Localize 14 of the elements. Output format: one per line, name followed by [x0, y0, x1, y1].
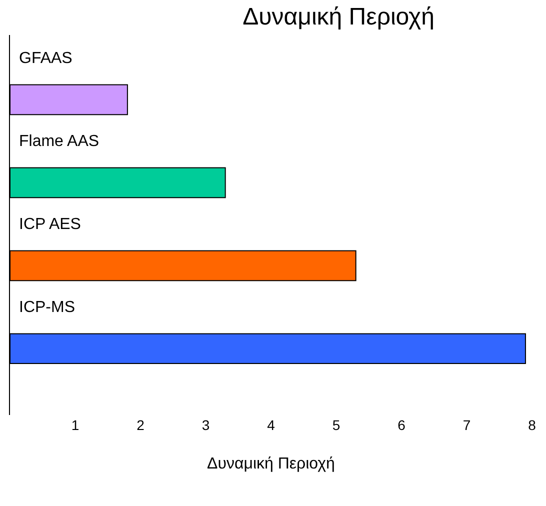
x-axis-title: Δυναμική Περιοχή — [207, 456, 335, 473]
x-tick-label: 1 — [71, 417, 80, 433]
x-tick-label: 6 — [398, 417, 406, 433]
x-tick-label: 4 — [267, 417, 276, 433]
chart-title: Δυναμική Περιοχή — [242, 3, 434, 30]
y-tick-label: ICP-MS — [19, 299, 75, 316]
x-tick-label: 7 — [462, 417, 471, 433]
x-tick-label: 3 — [202, 417, 210, 433]
y-tick-label: Flame AAS — [19, 133, 100, 150]
x-tick-label: 2 — [136, 417, 145, 433]
y-tick-label: GFAAS — [19, 50, 72, 67]
x-tick-label: 8 — [528, 417, 536, 433]
x-tick-label: 5 — [332, 417, 340, 433]
y-tick-label: ICP AES — [19, 216, 81, 233]
